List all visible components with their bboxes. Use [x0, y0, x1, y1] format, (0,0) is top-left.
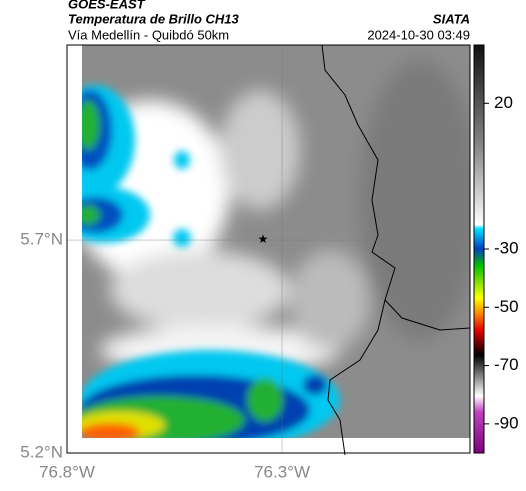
lat-tick-label: 5.2°N — [20, 442, 63, 461]
border — [321, 44, 471, 331]
lon-tick-label: 76.3°W — [254, 462, 310, 481]
colorbar-tick-label: -90 — [494, 413, 519, 432]
border — [327, 299, 386, 456]
subtitle: Vía Medellín - Quibdó 50km — [68, 27, 229, 42]
colorbar-tick-label: 20 — [494, 93, 513, 112]
lat-tick-label: 5.7°N — [20, 230, 63, 249]
colorbar-tick-label: -30 — [494, 238, 519, 257]
satellite-image — [82, 45, 470, 438]
colorbar-tick-label: -70 — [494, 355, 519, 374]
agency: SIATA — [433, 11, 470, 26]
colorbar-tick-label: -50 — [494, 297, 519, 316]
source: GOES-EAST — [68, 0, 146, 11]
datetime: 2024-10-30 03:49 — [367, 27, 470, 42]
colorbar — [473, 44, 485, 454]
title: Temperatura de Brillo CH13 — [68, 11, 240, 26]
location-marker: ★ — [258, 232, 269, 246]
map-frame — [66, 44, 471, 454]
lon-tick-label: 76.8°W — [39, 462, 95, 481]
